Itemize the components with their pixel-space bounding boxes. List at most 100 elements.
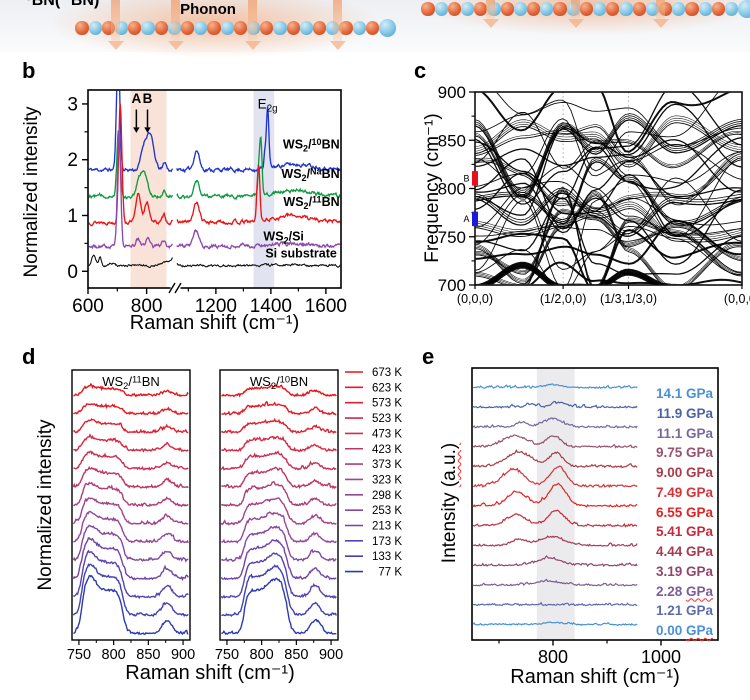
svg-text:850: 850	[438, 131, 466, 150]
nitrogen-atom-end	[738, 0, 750, 18]
pressure-spectra	[472, 383, 638, 626]
svg-text:800: 800	[102, 647, 126, 663]
panel-c-chart: 700 750 800 850 900 (0,0,0) (1/2,0,0) (1/3,1/3,…	[438, 83, 750, 306]
curve-label: WS2/10BN	[283, 137, 340, 154]
spectrum-curve	[88, 90, 341, 174]
panel-b-xlabel: Raman shift (cm⁻¹)	[129, 312, 300, 334]
phonon-arrow-icon	[567, 0, 584, 28]
legend-label: 473 K	[372, 428, 402, 440]
boron-atom	[447, 2, 461, 16]
nitrogen-atom	[461, 2, 475, 16]
svg-text:1600: 1600	[305, 296, 347, 317]
svg-text:800: 800	[538, 647, 568, 667]
kpoint-label: (1/2,0,0)	[540, 292, 587, 306]
pressure-label: 6.55 GPa	[655, 504, 713, 520]
pressure-label: 9.75 GPa	[655, 445, 713, 461]
nitrogen-atom	[513, 2, 527, 16]
boron-atom	[233, 21, 247, 35]
nitrogen-atom	[725, 2, 739, 16]
svg-text:900: 900	[171, 647, 195, 663]
svg-text:800: 800	[131, 296, 163, 317]
nitrogen-atom	[299, 21, 313, 35]
svg-text:850: 850	[284, 647, 308, 663]
nitrogen-atom	[352, 21, 366, 35]
svg-text:850: 850	[136, 647, 160, 663]
panel-d-letter: d	[22, 344, 36, 369]
boron-atom	[128, 21, 142, 35]
legend-label: 623 K	[372, 382, 402, 394]
mode-label: A	[131, 91, 141, 106]
boron-atom	[286, 21, 300, 35]
pressure-label: 4.44 GPa	[655, 544, 713, 559]
panel-e-chart: 800 1000	[471, 367, 719, 667]
marker-label: B	[463, 173, 469, 183]
nitrogen-atom	[593, 2, 607, 16]
svg-text:800: 800	[250, 647, 274, 663]
phonon-label: Phonon	[180, 1, 236, 18]
legend-label: 523 K	[372, 413, 402, 425]
nitrogen-atom	[434, 2, 448, 16]
boron-atom	[632, 2, 646, 16]
kpoint-label: (0,0,0)	[724, 292, 750, 306]
svg-text:600: 600	[72, 296, 104, 317]
boron-atom	[181, 21, 195, 35]
pressure-label: 14.1 GPa	[655, 386, 713, 401]
svg-text:800: 800	[438, 180, 466, 199]
nitrogen-atom	[141, 21, 155, 35]
nitrogen-atom	[619, 2, 633, 16]
svg-text:3: 3	[67, 94, 78, 115]
panel-e-letter: e	[422, 344, 435, 369]
spectrum-curve	[88, 103, 341, 227]
pressure-label: 11.9 GPa	[656, 405, 713, 421]
boron-atom	[553, 2, 567, 16]
boron-atom	[260, 21, 274, 35]
nitrogen-atom	[672, 2, 686, 16]
pressure-label: 3.19 GPa	[655, 563, 713, 579]
pressure-label: 11.1 GPa	[656, 425, 713, 441]
kpoint-label: (1/3,1/3,0)	[600, 292, 657, 306]
mode-label: B	[143, 91, 153, 106]
e2g-label: E2g	[258, 96, 278, 114]
boron-atom	[527, 2, 541, 16]
phonon-arrow-icon	[482, 0, 499, 28]
legend-label: 213 K	[372, 521, 402, 533]
curve-label: WS2/NaBN	[281, 167, 339, 184]
pressure-label: 1.21 GPa	[655, 603, 713, 619]
isotope-label: ¹⁰BN(¹¹BN)	[20, 0, 100, 9]
nitrogen-atom	[273, 21, 287, 35]
boron-atom	[474, 2, 488, 16]
nitrogen-atom-end	[378, 19, 397, 37]
legend-label: 77 K	[378, 567, 402, 579]
svg-text:750: 750	[438, 228, 466, 247]
legend-label: 673 K	[372, 367, 402, 379]
panel-e-xlabel: Raman shift (cm⁻¹)	[510, 666, 680, 688]
subpanel-title: WS2/11BN	[102, 374, 160, 391]
pressure-label: 2.28 GPa	[655, 583, 713, 599]
boron-atom	[579, 2, 593, 16]
nitrogen-atom	[540, 2, 554, 16]
boron-atom	[500, 2, 514, 16]
spectrum-curve	[88, 254, 341, 269]
panel-b-letter: b	[22, 58, 36, 83]
svg-text:2: 2	[67, 150, 78, 171]
boron-atom	[711, 2, 725, 16]
legend-label: 423 K	[372, 444, 402, 456]
curve-label: Si substrate	[265, 246, 337, 260]
phonon-arrow-icon	[167, 0, 184, 50]
curve-label: WS2/Si	[263, 230, 303, 246]
spectrum-curve	[88, 129, 341, 250]
nitrogen-atom	[220, 21, 234, 35]
svg-text:700: 700	[438, 276, 466, 295]
svg-text:1200: 1200	[195, 296, 237, 317]
subpanel-title: WS2/10BN	[250, 374, 308, 391]
phonon-arrow-icon	[329, 0, 346, 50]
boron-atom	[313, 21, 327, 35]
legend-label: 173 K	[372, 536, 402, 548]
svg-text:900: 900	[438, 83, 466, 102]
svg-text:1400: 1400	[250, 296, 292, 317]
nitrogen-atom	[194, 21, 208, 35]
pressure-label: 5.41 GPa	[655, 524, 713, 540]
pressure-label: 9.00 GPa	[655, 465, 713, 480]
svg-text:750: 750	[215, 647, 239, 663]
